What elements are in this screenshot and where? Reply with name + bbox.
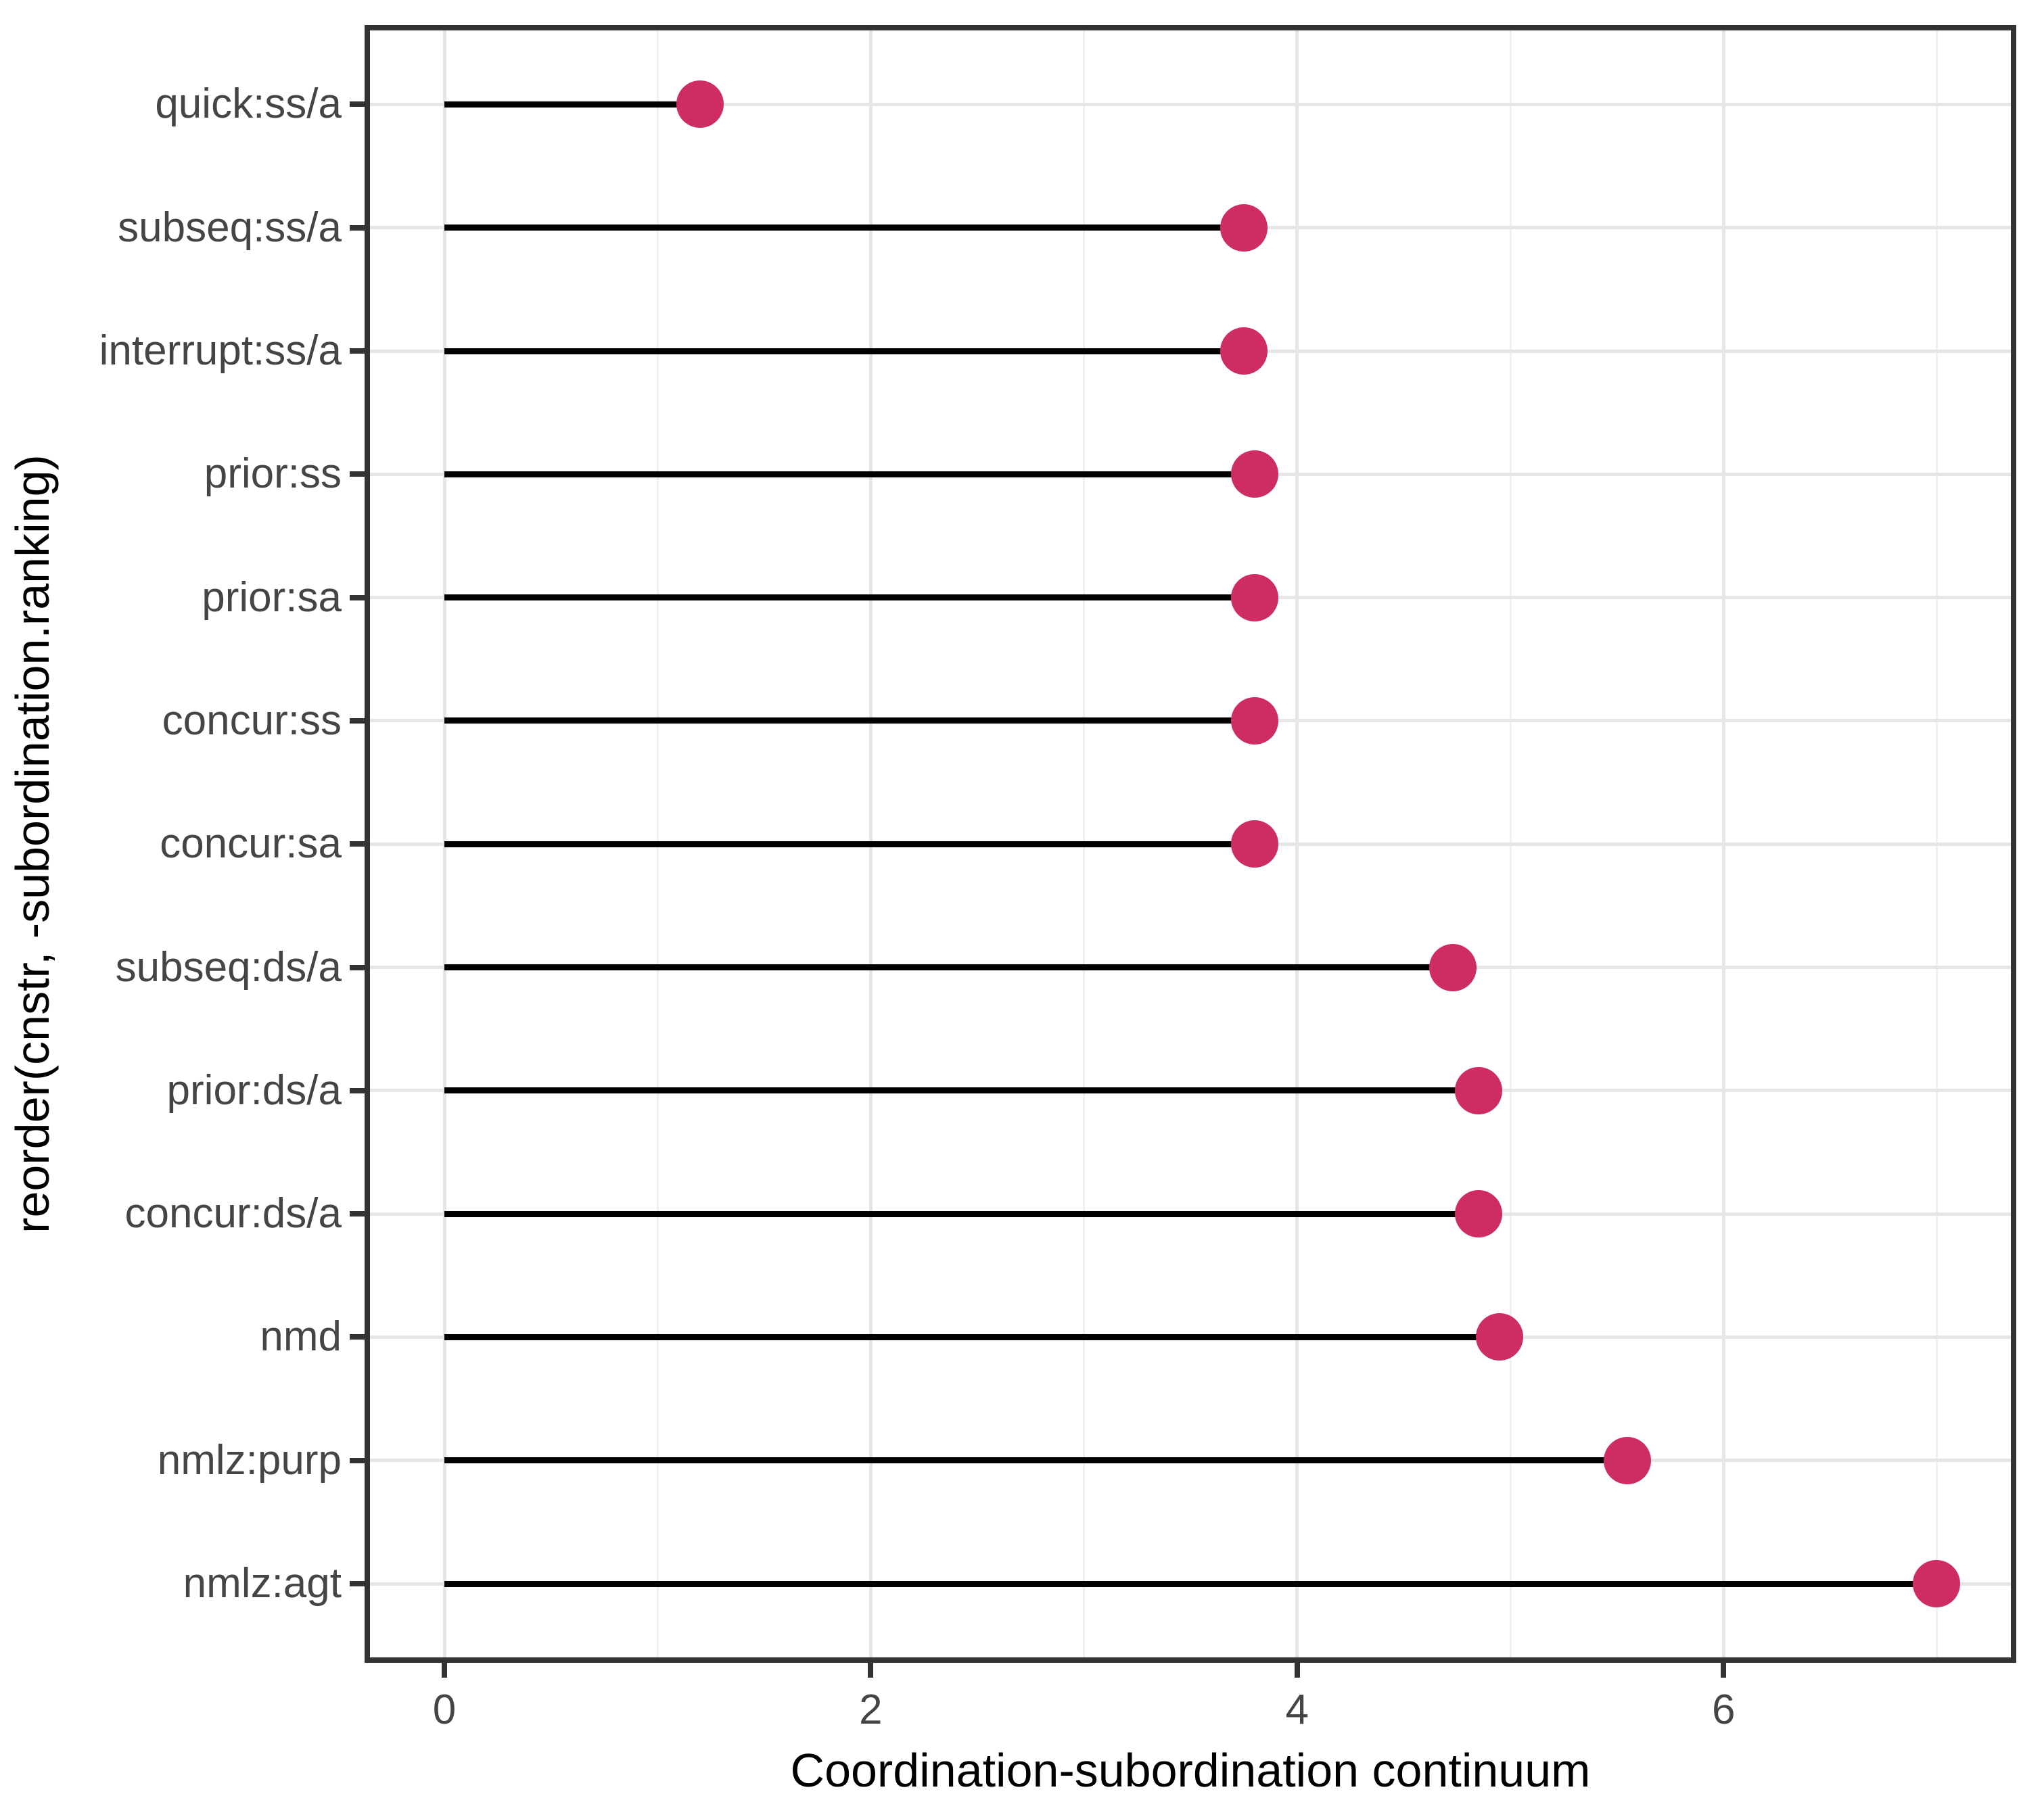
plot-panel: [365, 25, 2016, 1663]
y-tick-label: concur:ds/a: [124, 1190, 342, 1237]
lollipop-stem: [444, 1210, 1479, 1217]
lollipop-dot: [676, 80, 724, 128]
y-tick-mark: [350, 1457, 365, 1463]
y-tick-label: interrupt:ss/a: [99, 327, 342, 374]
x-tick-mark: [1721, 1663, 1727, 1678]
y-tick-label: subseq:ss/a: [118, 204, 342, 251]
y-tick-label: prior:ss: [204, 450, 342, 498]
y-tick-mark: [350, 471, 365, 477]
y-tick-label: nmlz:agt: [183, 1560, 342, 1607]
x-tick-label: 2: [859, 1686, 883, 1733]
y-tick-mark: [350, 1087, 365, 1093]
lollipop-stem: [444, 1087, 1479, 1094]
x-tick-mark: [868, 1663, 874, 1678]
y-tick-mark: [350, 964, 365, 970]
grid-y-major: [370, 102, 2011, 106]
lollipop-dot: [1454, 1190, 1502, 1238]
y-tick-label: subseq:ds/a: [115, 943, 342, 991]
y-tick-mark: [350, 1581, 365, 1586]
y-tick-mark: [350, 1211, 365, 1217]
lollipop-stem: [444, 841, 1255, 847]
y-tick-label: nmlz:purp: [157, 1436, 342, 1484]
x-tick-label: 0: [432, 1686, 457, 1733]
y-tick-mark: [350, 594, 365, 600]
y-tick-mark: [350, 1334, 365, 1340]
lollipop-dot: [1230, 573, 1278, 621]
y-tick-label: concur:ss: [162, 696, 342, 744]
lollipop-stem: [444, 101, 701, 108]
lollipop-dot: [1230, 820, 1278, 868]
lollipop-stem: [444, 471, 1255, 477]
lollipop-stem: [444, 348, 1244, 354]
lollipop-stem: [444, 1580, 1937, 1587]
lollipop-dot: [1604, 1436, 1652, 1484]
lollipop-dot: [1429, 943, 1477, 991]
lollipop-stem: [444, 964, 1453, 970]
y-tick-label: quick:ss/a: [155, 80, 342, 128]
lollipop-stem: [444, 1457, 1628, 1464]
y-tick-mark: [350, 348, 365, 354]
y-tick-label: prior:ds/a: [166, 1066, 342, 1114]
lollipop-stem: [444, 225, 1244, 231]
x-tick-mark: [1294, 1663, 1300, 1678]
y-tick-mark: [350, 225, 365, 231]
lollipop-dot: [1913, 1560, 1961, 1607]
y-tick-label: nmd: [260, 1313, 342, 1361]
x-tick-mark: [442, 1663, 447, 1678]
y-tick-mark: [350, 101, 365, 108]
x-tick-label: 6: [1711, 1686, 1736, 1733]
lollipop-dot: [1454, 1066, 1502, 1114]
y-tick-mark: [350, 841, 365, 847]
lollipop-stem: [444, 717, 1255, 724]
lollipop-dot: [1220, 327, 1268, 375]
lollipop-dot: [1220, 204, 1268, 252]
x-axis-title: Coordination-subordination continuum: [790, 1744, 1591, 1797]
lollipop-stem: [444, 1333, 1500, 1340]
lollipop-dot: [1230, 696, 1278, 745]
lollipop-stem: [444, 594, 1255, 601]
y-tick-mark: [350, 717, 365, 724]
lollipop-dot: [1476, 1313, 1524, 1361]
y-tick-label: concur:sa: [160, 820, 342, 868]
y-tick-label: prior:sa: [202, 573, 342, 621]
x-tick-label: 4: [1285, 1686, 1309, 1733]
lollipop-dot: [1230, 450, 1278, 498]
